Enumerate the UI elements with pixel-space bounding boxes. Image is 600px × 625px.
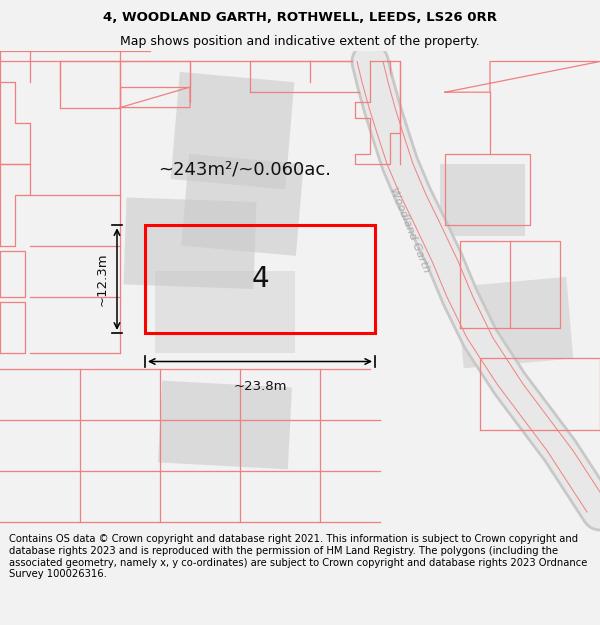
Text: ~243m²/~0.060ac.: ~243m²/~0.060ac. [158, 160, 331, 178]
Bar [155, 271, 295, 353]
Text: 4: 4 [251, 265, 269, 293]
Text: Map shows position and indicative extent of the property.: Map shows position and indicative extent… [120, 35, 480, 48]
Text: Woodland Garth: Woodland Garth [388, 186, 431, 274]
Bar [145, 226, 375, 333]
Text: ~12.3m: ~12.3m [96, 253, 109, 306]
Text: ~23.8m: ~23.8m [233, 380, 287, 393]
Bar [158, 381, 292, 469]
Bar [170, 72, 295, 189]
Text: Contains OS data © Crown copyright and database right 2021. This information is : Contains OS data © Crown copyright and d… [9, 534, 587, 579]
Bar [457, 277, 573, 368]
Text: 4, WOODLAND GARTH, ROTHWELL, LEEDS, LS26 0RR: 4, WOODLAND GARTH, ROTHWELL, LEEDS, LS26… [103, 11, 497, 24]
Bar [181, 154, 304, 256]
Bar [440, 164, 525, 236]
Bar [124, 198, 256, 289]
